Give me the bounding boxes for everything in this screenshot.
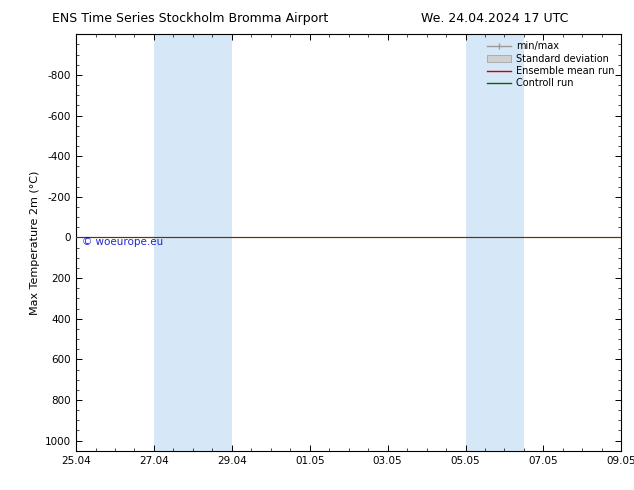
Bar xyxy=(465,34,524,451)
Text: © woeurope.eu: © woeurope.eu xyxy=(82,237,163,246)
Legend: min/max, Standard deviation, Ensemble mean run, Controll run: min/max, Standard deviation, Ensemble me… xyxy=(485,39,616,90)
Y-axis label: Max Temperature 2m (°C): Max Temperature 2m (°C) xyxy=(30,171,39,315)
Bar xyxy=(154,34,232,451)
Text: ENS Time Series Stockholm Bromma Airport: ENS Time Series Stockholm Bromma Airport xyxy=(52,12,328,25)
Text: We. 24.04.2024 17 UTC: We. 24.04.2024 17 UTC xyxy=(421,12,568,25)
